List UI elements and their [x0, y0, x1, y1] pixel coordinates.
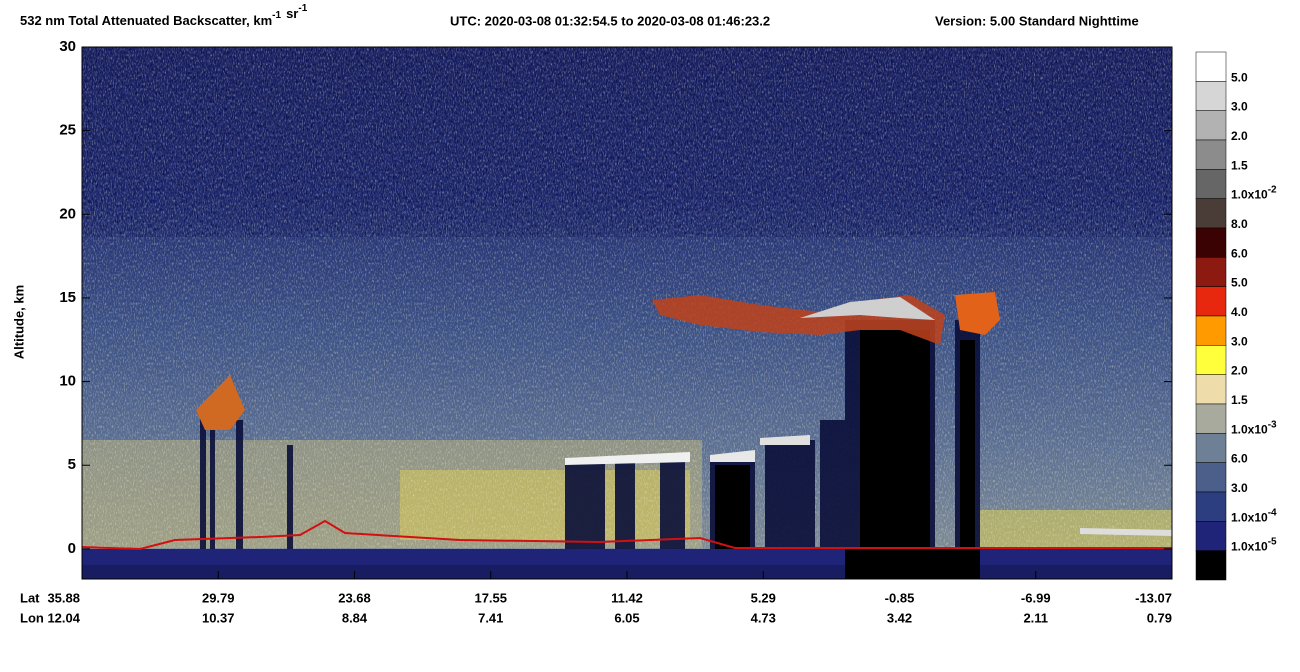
x-tick-label: 12.04	[47, 610, 80, 625]
backscatter-image	[82, 47, 1172, 579]
colorbar-swatch	[1195, 81, 1227, 111]
x-tick-label: -0.85	[885, 590, 915, 605]
cloud-tops	[196, 292, 1172, 536]
utc-range: UTC: 2020-03-08 01:32:54.5 to 2020-03-08…	[450, 13, 770, 28]
colorbar-label: 3.0	[1231, 100, 1248, 114]
colorbar-label-text: 6.0	[1231, 247, 1248, 261]
x-tick-label: 7.41	[478, 610, 503, 625]
x-tick-label: 8.84	[342, 610, 368, 625]
colorbar-swatch	[1195, 110, 1227, 141]
colorbar-label-text: 5.0	[1231, 71, 1248, 85]
colorbar-label: 2.0	[1231, 364, 1248, 378]
colorbar-label: 5.0	[1231, 276, 1248, 290]
colorbar-label-text: 1.0x10	[1231, 540, 1268, 554]
y-tick-label: 10	[59, 373, 76, 390]
x-tick-label: 10.37	[202, 610, 235, 625]
colorbar-swatch	[1195, 462, 1227, 493]
x-row-name: Lat	[20, 590, 40, 605]
x-tick-label: 35.88	[47, 590, 80, 605]
colorbar-swatch	[1195, 257, 1227, 287]
colorbar-label: 1.5	[1231, 393, 1248, 407]
x-tick-label: 17.55	[474, 590, 507, 605]
colorbar-swatch	[1195, 403, 1227, 434]
colorbar-label-text: 3.0	[1231, 335, 1248, 349]
x-tick-label: 2.11	[1023, 610, 1048, 625]
y-tick-label: 5	[68, 456, 76, 473]
colorbar-label: 6.0	[1231, 247, 1248, 261]
colorbar-label-text: 1.0x10	[1231, 188, 1268, 202]
x-tick-label: 0.79	[1147, 610, 1172, 625]
colorbar-label-text: 1.5	[1231, 393, 1248, 407]
colorbar-label: 5.0	[1231, 71, 1248, 85]
colorbar-label-exponent: -4	[1268, 507, 1277, 518]
x-tick-label: -6.99	[1021, 590, 1051, 605]
x-tick-label: 23.68	[338, 590, 371, 605]
x-tick-label: 29.79	[202, 590, 235, 605]
colorbar-label-exponent: -5	[1268, 536, 1277, 547]
x-tick-label: 5.29	[751, 590, 776, 605]
colorbar-label-text: 8.0	[1231, 217, 1248, 231]
x-tick-label: 3.42	[887, 610, 912, 625]
colorbar-label: 2.0	[1231, 129, 1248, 143]
colorbar-label: 6.0	[1231, 452, 1248, 466]
colorbar-label: 1.5	[1231, 159, 1248, 173]
colorbar-swatch	[1195, 521, 1227, 551]
title-text: 532 nm Total Attenuated Backscatter, km	[20, 13, 272, 28]
y-tick-label: 30	[59, 38, 76, 55]
colorbar-label: 1.0x10-4	[1231, 507, 1277, 525]
colorbar-label: 1.0x10-5	[1231, 536, 1277, 554]
y-tick-label: 25	[59, 122, 76, 139]
y-axis-label: Altitude, km	[11, 285, 26, 359]
colorbar-label-text: 2.0	[1231, 129, 1248, 143]
colorbar-swatch	[1195, 433, 1227, 463]
colorbar-label-text: 6.0	[1231, 452, 1248, 466]
colorbar-label: 3.0	[1231, 481, 1248, 495]
colorbar-swatch	[1195, 198, 1227, 229]
title-superscript: -1	[298, 3, 307, 14]
x-tick-label: 4.73	[751, 610, 776, 625]
colorbar-label-text: 5.0	[1231, 276, 1248, 290]
colorbar-label-text: 3.0	[1231, 100, 1248, 114]
colorbar-swatch	[1195, 345, 1227, 375]
colorbar-swatch	[1195, 139, 1227, 170]
colorbar-swatch	[1195, 51, 1227, 82]
x-tick-label: 6.05	[614, 610, 639, 625]
colorbar-label: 4.0	[1231, 305, 1248, 319]
y-tick-label: 0	[68, 540, 76, 557]
colorbar-label: 8.0	[1231, 217, 1248, 231]
y-tick-label: 20	[59, 205, 76, 222]
colorbar-label: 3.0	[1231, 335, 1248, 349]
x-tick-label: 11.42	[611, 590, 643, 605]
colorbar-swatch	[1195, 374, 1227, 405]
chart-title: 532 nm Total Attenuated Backscatter, km-…	[20, 3, 308, 29]
colorbar-swatch	[1195, 491, 1227, 522]
colorbar-swatch	[1195, 227, 1227, 258]
x-tick-label: -13.07	[1135, 590, 1172, 605]
colorbar-label-text: 1.0x10	[1231, 423, 1268, 437]
title-text: sr	[286, 6, 298, 21]
colorbar-swatch	[1195, 169, 1227, 199]
colorbar-label: 1.0x10-3	[1231, 419, 1277, 437]
colorbar-swatch	[1195, 286, 1227, 317]
colorbar-label-text: 1.0x10	[1231, 511, 1268, 525]
colorbar-label-exponent: -2	[1268, 184, 1277, 195]
colorbar-swatch	[1195, 550, 1227, 581]
y-tick-label: 15	[59, 289, 76, 306]
colorbar-swatch	[1195, 315, 1227, 346]
colorbar-label-text: 1.5	[1231, 159, 1248, 173]
colorbar-label-text: 4.0	[1231, 305, 1248, 319]
colorbar-label-text: 3.0	[1231, 481, 1248, 495]
version-label: Version: 5.00 Standard Nighttime	[935, 13, 1139, 28]
x-row-name: Lon	[20, 610, 44, 625]
colorbar-label: 1.0x10-2	[1231, 184, 1277, 202]
colorbar-label-text: 2.0	[1231, 364, 1248, 378]
colorbar-label-exponent: -3	[1268, 419, 1277, 430]
title-superscript: -1	[272, 10, 281, 21]
